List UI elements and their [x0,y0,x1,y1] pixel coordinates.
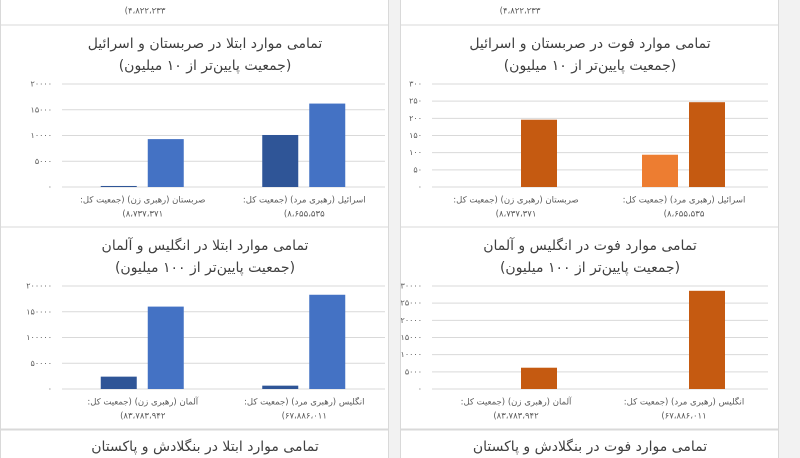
y-tick-label: ۲۵۰۰۰ [401,299,422,308]
y-tick-label: ۲۰۰۰۰ [31,80,52,89]
bar [147,306,184,389]
panel [0,429,389,458]
y-tick-label: ۰ [48,385,52,394]
chart-subtitle: (جمعیت پایین‌تر از ۱۰۰ میلیون) [500,260,680,276]
x-tick-label: ۶۷،۸۸۶،۰۱۱) [282,412,327,422]
x-tick-label: صربستان (رهبری زن) (جمعیت کل: [80,196,205,206]
x-tick-label: ۶۷،۸۸۶،۰۱۱) [661,412,706,422]
bar [100,185,137,187]
bar [100,376,137,389]
x-tick-label: ۸،۶۵۵،۵۳۵) [664,210,705,220]
x-tick-label: صربستان (رهبری زن) (جمعیت کل: [453,196,578,206]
y-tick-label: ۱۰۰۰۰ [401,350,422,359]
y-tick-label: ۱۵۰۰۰ [401,333,422,342]
bar [309,294,346,389]
x-tick-label: ۸،۶۵۵،۵۳۵) [284,210,325,220]
y-tick-label: ۳۰۰ [409,80,422,89]
x-tick-label: آلمان (رهبری زن) (جمعیت کل: [461,396,572,408]
x-tick-label: ۸،۷۳۷،۳۷۱) [122,210,163,220]
x-tick-label: ۸۳،۷۸۳،۹۴۲) [120,412,166,422]
x-tick-label: اسرائیل (رهبری مرد) (جمعیت کل: [243,196,366,206]
bar [689,102,725,187]
y-tick-label: ۵۰۰۰ [405,367,422,376]
bar [642,154,678,187]
bar [521,119,557,187]
bar [521,367,557,389]
y-tick-label: ۱۵۰۰۰ [31,105,52,114]
chart-subtitle: (جمعیت پایین‌تر از ۱۰ میلیون) [504,58,677,74]
y-tick-label: ۵۰۰۰ [35,157,52,166]
y-tick-label: ۱۰۰۰۰ [31,131,52,140]
chart-subtitle: (جمعیت پایین‌تر از ۱۰۰ میلیون) [115,260,295,276]
chart-title: تمامی موارد ابتلا در صربستان و اسرائیل [88,36,323,52]
x-tick-label: آلمان (رهبری زن) (جمعیت کل: [87,396,198,408]
panel [400,0,779,26]
cut-off-label: ۴،۸۲۲،۲۳۳) [125,7,166,17]
y-tick-label: ۰ [418,385,422,394]
chart-subtitle: (جمعیت پایین‌تر از ۱۰ میلیون) [119,58,292,74]
cut-off-title: تمامی موارد ابتلا در بنگلادش و پاکستان [91,438,319,455]
y-tick-label: ۲۰۰ [409,114,422,123]
bar [262,134,299,187]
x-tick-label: انگلیس (رهبری مرد) (جمعیت کل: [244,397,364,408]
y-tick-label: ۱۵۰ [409,131,422,140]
x-tick-label: انگلیس (رهبری مرد) (جمعیت کل: [624,397,744,408]
bar [262,385,299,389]
y-tick-label: ۲۰۰۰۰ [401,316,422,325]
x-tick-label: اسرائیل (رهبری مرد) (جمعیت کل: [623,196,746,206]
y-tick-label: ۰ [48,183,52,192]
y-tick-label: ۵۰۰۰۰ [31,359,52,368]
chart-title: تمامی موارد فوت در صربستان و اسرائیل [469,36,710,52]
panel [0,0,389,26]
y-tick-label: ۱۵۰۰۰۰ [26,307,52,316]
y-tick-label: ۳۰۰۰۰ [401,282,422,291]
y-tick-label: ۲۵۰ [409,97,422,106]
cut-off-title: تمامی موارد فوت در بنگلادش و پاکستان [473,438,707,455]
bar [309,103,346,187]
y-tick-label: ۵۰ [413,165,422,174]
y-tick-label: ۲۰۰۰۰۰ [26,282,52,291]
y-tick-label: ۱۰۰ [409,148,422,157]
cut-off-label: ۴،۸۲۲،۲۳۳) [500,7,541,17]
x-tick-label: ۸،۷۳۷،۳۷۱) [496,210,537,220]
chart-title: تمامی موارد فوت در انگلیس و آلمان [483,237,697,254]
y-tick-label: ۰ [418,183,422,192]
panel [400,429,779,458]
y-tick-label: ۱۰۰۰۰۰ [26,333,52,342]
bar [147,139,184,187]
bar [689,290,725,389]
x-tick-label: ۸۳،۷۸۳،۹۴۲) [493,412,539,422]
chart-title: تمامی موارد ابتلا در انگلیس و آلمان [102,237,309,254]
